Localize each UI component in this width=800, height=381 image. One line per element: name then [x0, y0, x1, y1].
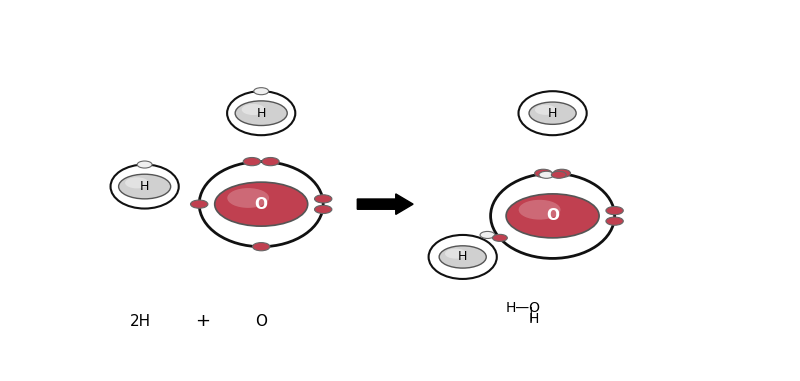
Circle shape [235, 101, 287, 125]
Circle shape [262, 157, 279, 166]
Circle shape [535, 105, 556, 115]
Circle shape [138, 161, 152, 168]
Circle shape [606, 207, 623, 215]
Text: H: H [140, 180, 150, 193]
Circle shape [227, 188, 269, 208]
Text: H: H [548, 107, 558, 120]
Text: O: O [255, 314, 267, 329]
Text: H—O: H—O [506, 301, 541, 315]
Text: 2H: 2H [130, 314, 151, 329]
Circle shape [539, 171, 554, 178]
Circle shape [242, 104, 265, 115]
Circle shape [214, 182, 308, 226]
Circle shape [314, 195, 332, 203]
Circle shape [493, 234, 507, 242]
Circle shape [118, 174, 170, 199]
Circle shape [439, 246, 486, 268]
Circle shape [445, 248, 466, 259]
Text: H: H [257, 107, 266, 120]
Text: |: | [529, 306, 533, 320]
Circle shape [243, 157, 261, 166]
Text: +: + [195, 312, 210, 330]
Circle shape [253, 243, 270, 251]
Circle shape [506, 194, 599, 238]
Circle shape [606, 217, 623, 225]
Circle shape [254, 88, 269, 95]
Circle shape [554, 169, 570, 178]
Circle shape [529, 102, 576, 124]
Text: O: O [254, 197, 268, 211]
FancyArrow shape [358, 194, 413, 215]
Circle shape [480, 231, 495, 239]
Circle shape [551, 171, 566, 178]
Circle shape [125, 177, 149, 188]
Circle shape [534, 169, 552, 178]
Circle shape [190, 200, 208, 208]
Circle shape [314, 205, 332, 213]
Text: H: H [458, 250, 467, 263]
Circle shape [518, 200, 561, 219]
Text: O: O [546, 208, 559, 223]
Text: H: H [529, 312, 538, 325]
